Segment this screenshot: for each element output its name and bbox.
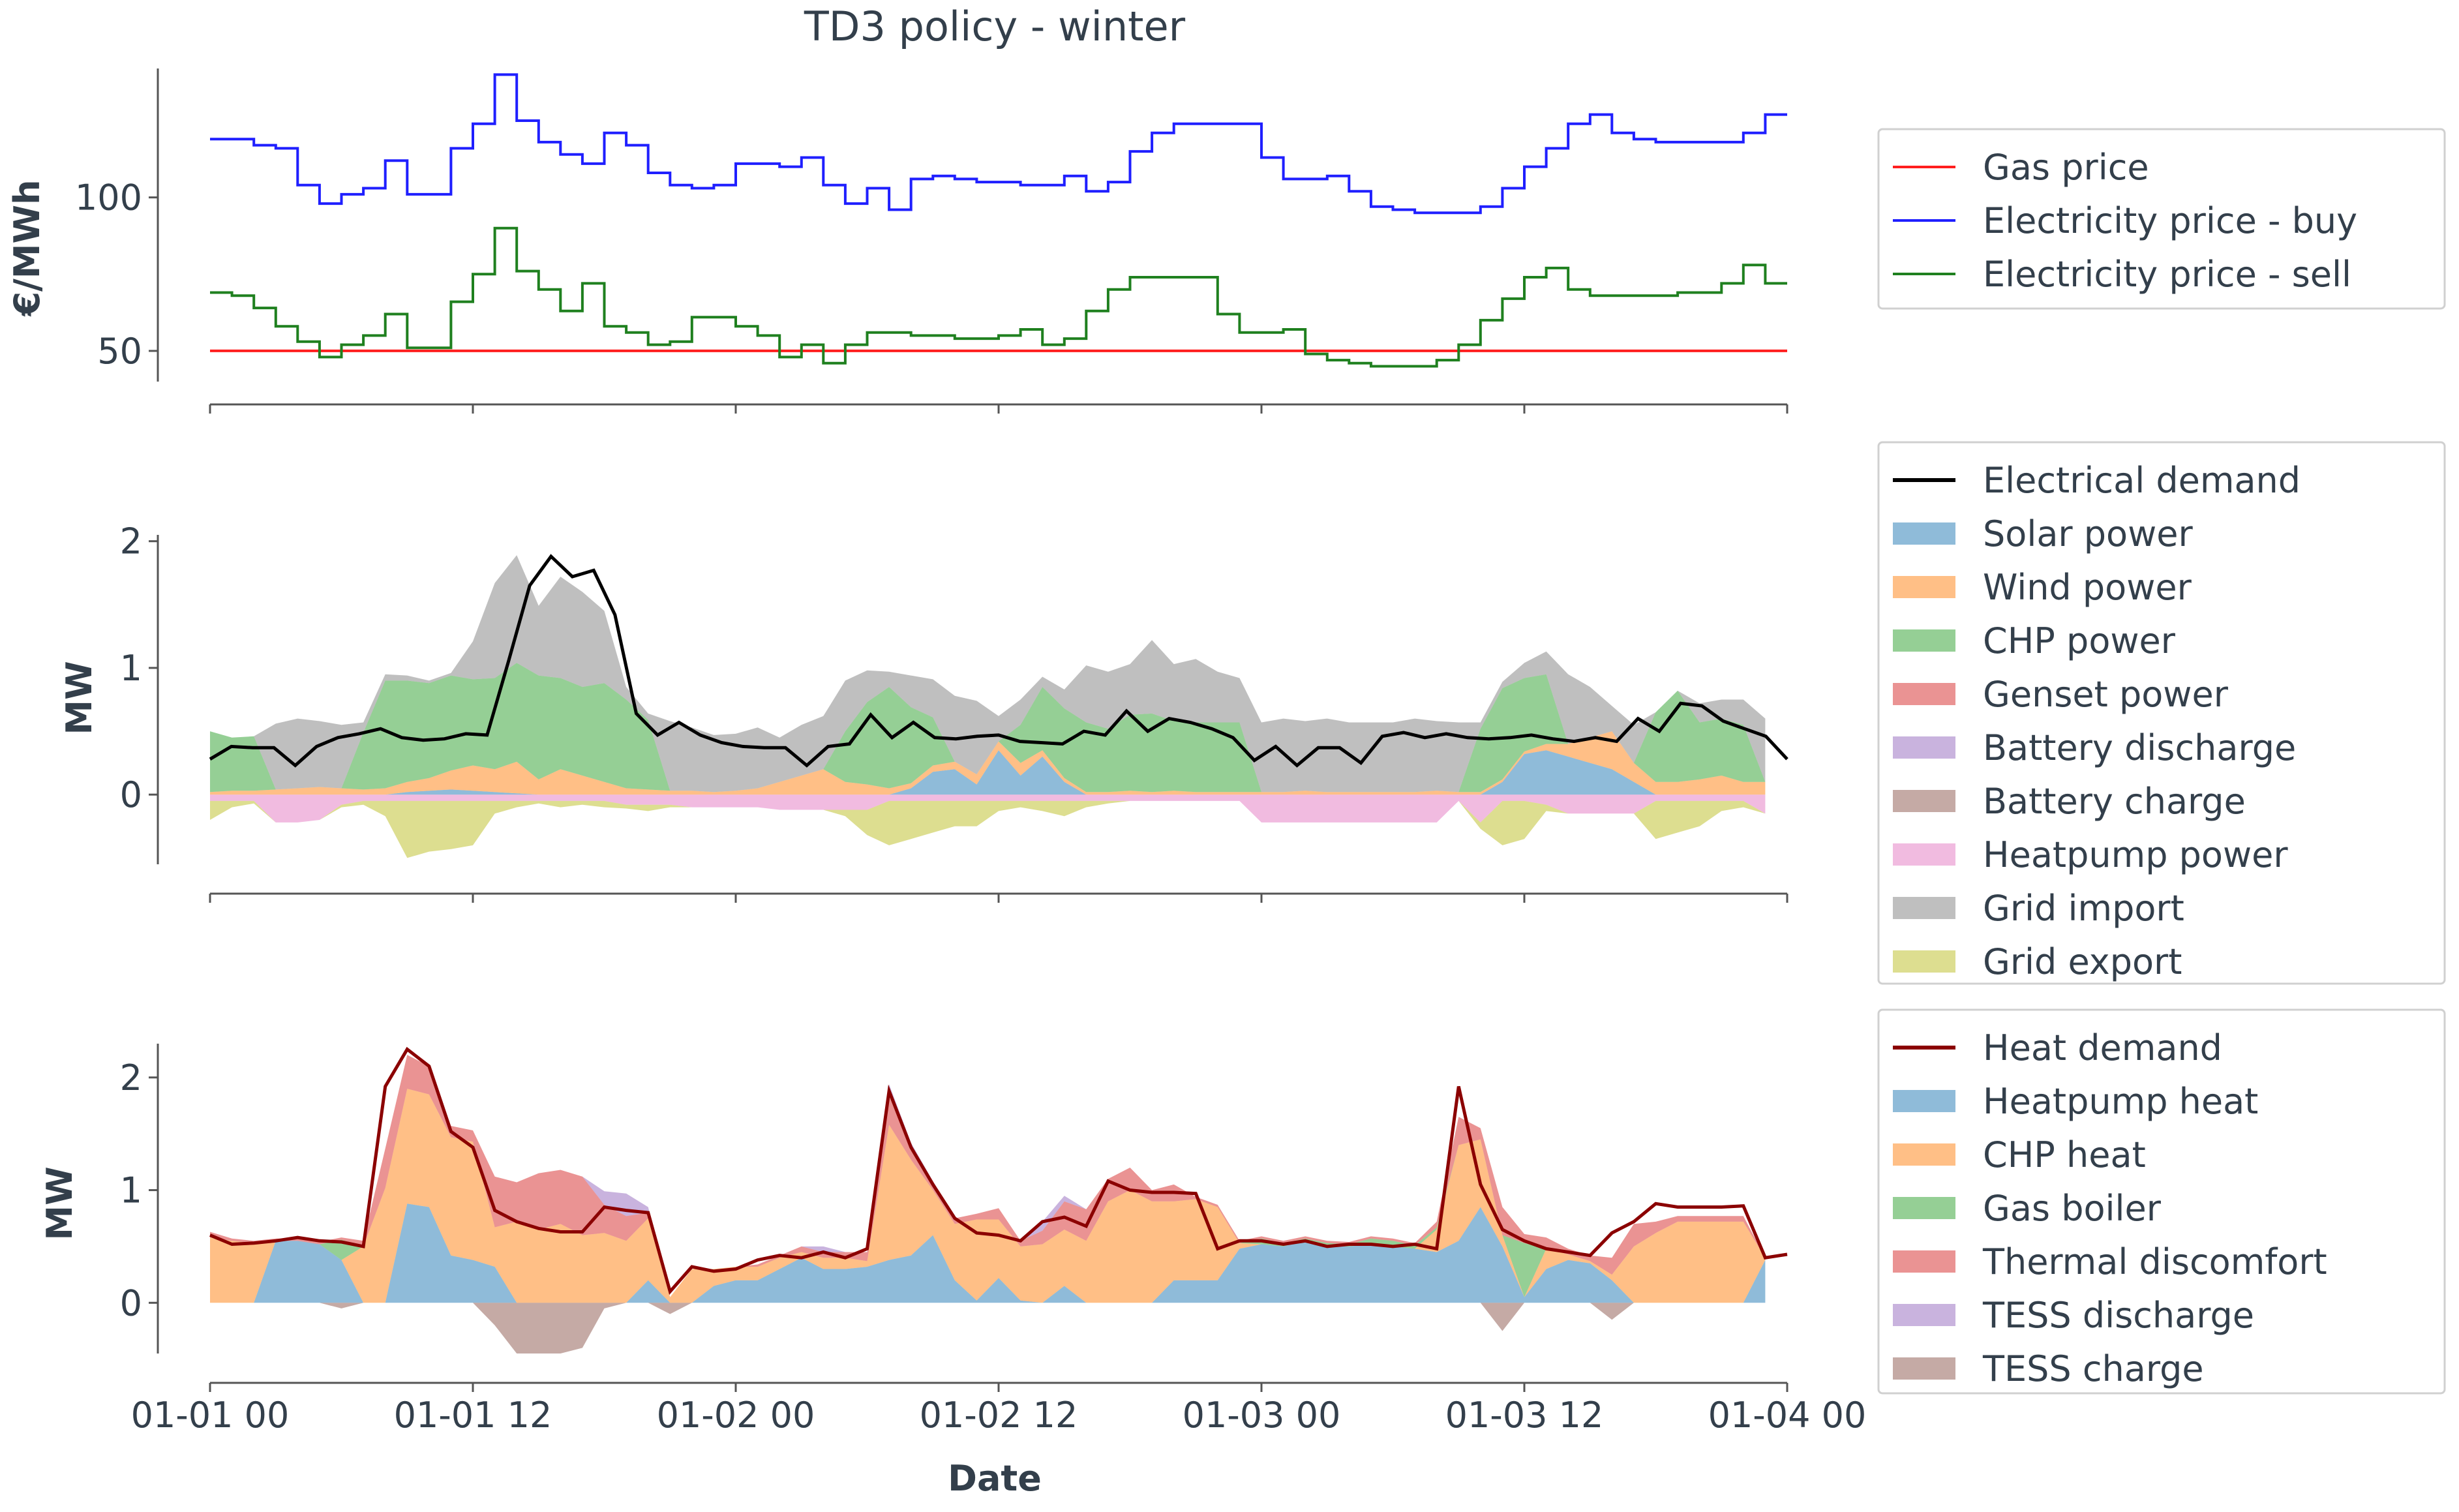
heat-xtick-label: 01-01 00 [131,1395,290,1436]
electrical-area-solar-power [210,750,1766,795]
heat-xtick-label: 01-02 00 [657,1395,815,1436]
electrical-areas [209,554,1788,858]
legend-electrical-swatch [1893,683,1955,705]
electrical-demand-line [209,554,1788,768]
legend-electrical-swatch [1893,522,1955,545]
legend-heat-swatch [1893,1143,1955,1166]
legend-electrical-swatch [1893,843,1955,866]
heat-xtick-label: 01-03 00 [1183,1395,1341,1436]
legend-heat-swatch [1893,1357,1955,1380]
electrical-xticks [209,894,1788,903]
heat-xticks: 01-01 00 01-01 12 01-02 00 01-02 12 01-03 00… [131,1383,1867,1436]
legend-prices-label: Gas price [1983,147,2149,188]
price-ylabel: €/MWh [7,179,48,317]
legend-heat-label: Heatpump heat [1983,1081,2258,1122]
legend-electrical-frame [1877,441,2446,985]
legend-heat-label: CHP heat [1983,1134,2146,1175]
heat-ytick-label: 0 [120,1282,142,1323]
legend-heat-swatch [1893,1304,1955,1326]
legend-heat-swatch [1893,1197,1955,1219]
price-ytick-label: 100 [75,177,142,219]
heat-xtick-label: 01-02 12 [920,1395,1078,1436]
legend-electrical-label: Genset power [1983,674,2229,715]
x-axis-label: Date [948,1458,1042,1499]
electrical-area-wind-power [210,731,1766,795]
legend-electrical-swatch [1893,736,1955,759]
heat-xtick-label: 01-01 12 [394,1395,552,1436]
heat-ylabel: MW [39,1166,80,1240]
electrical-ytick-label: 0 [120,774,142,815]
legend-prices: Gas price Electricity price - buy Electric… [1877,128,2446,310]
electrical-ytick-label: 2 [120,521,142,562]
legend-electrical-label: Battery discharge [1983,727,2296,768]
legend-electrical-label: Grid import [1983,888,2184,929]
legend-electrical-swatch [1893,790,1955,812]
price-panel: €/MWh 50 100 [7,68,1788,414]
electrical-area-chp-power [210,663,1766,793]
legend-electrical-swatch [1893,950,1955,973]
legend-electrical-swatch [1893,629,1955,652]
legend-electrical: Electrical demand Solar power Wind power CH… [1877,441,2446,985]
chart-title: TD3 policy - winter [804,3,1186,50]
electrical-ytick-label: 1 [120,648,142,689]
electrical-area-heatpump-power [210,794,1766,823]
heat-area-tess-charge [210,1303,1766,1353]
electrical-yticks: 0 1 2 [120,521,159,864]
series-line-electricity-price-buy [210,73,1787,215]
legend-prices-frame [1877,128,2446,310]
price-ytick-label: 50 [97,331,142,372]
heat-yticks: 0 1 2 [120,1044,159,1353]
legend-electrical-label: Solar power [1983,513,2193,554]
heat-area-chp-heat [210,1089,1766,1303]
legend-heat: Heat demand Heatpump heat CHP heat Gas boil… [1877,1008,2446,1395]
legend-electrical-label: Battery charge [1983,781,2246,822]
heat-ytick-label: 1 [120,1170,142,1211]
electrical-ylabel: MW [59,661,100,734]
legend-prices-label: Electricity price - buy [1983,200,2357,241]
price-lines [210,73,1787,368]
legend-heat-label: Heat demand [1983,1027,2222,1068]
electrical-area-grid-import [210,555,1766,793]
legend-heat-frame [1877,1008,2446,1395]
electrical-area-grid-export [210,800,1766,858]
heat-xtick-label: 01-04 00 [1708,1395,1867,1436]
electrical-panel: MW 0 1 2 [59,521,1788,903]
legend-electrical-swatch [1893,897,1955,919]
legend-heat-label: Gas boiler [1983,1188,2162,1229]
legend-heat-label: TESS charge [1982,1348,2204,1389]
heat-demand-line [209,1046,1788,1295]
legend-electrical-label: Heatpump power [1983,834,2288,875]
legend-electrical-label: Wind power [1983,567,2192,608]
legend-electrical-label: CHP power [1983,620,2176,661]
heat-area-thermal-discomfort [210,1055,1766,1297]
price-yticks: 50 100 [75,68,159,382]
series-line-electricity-price-sell [210,226,1787,368]
legend-electrical-label: Electrical demand [1983,460,2301,501]
legend-electrical-swatch [1893,576,1955,598]
legend-heat-swatch [1893,1090,1955,1112]
heat-ytick-label: 2 [120,1057,142,1098]
heat-area-heatpump-heat [210,1203,1766,1303]
heat-areas [209,1046,1788,1353]
legend-heat-swatch [1893,1250,1955,1273]
heat-panel: MW 012 01-01 00 01-01 12 01-02 00 01-02 12 0… [39,1044,1866,1499]
legend-electrical-label: Grid export [1983,941,2182,982]
price-xticks [209,404,1788,414]
legend-prices-label: Electricity price - sell [1983,254,2351,295]
legend-heat-label: TESS discharge [1982,1295,2254,1336]
legend-heat-label: Thermal discomfort [1982,1241,2327,1282]
heat-xtick-label: 01-03 12 [1445,1395,1604,1436]
